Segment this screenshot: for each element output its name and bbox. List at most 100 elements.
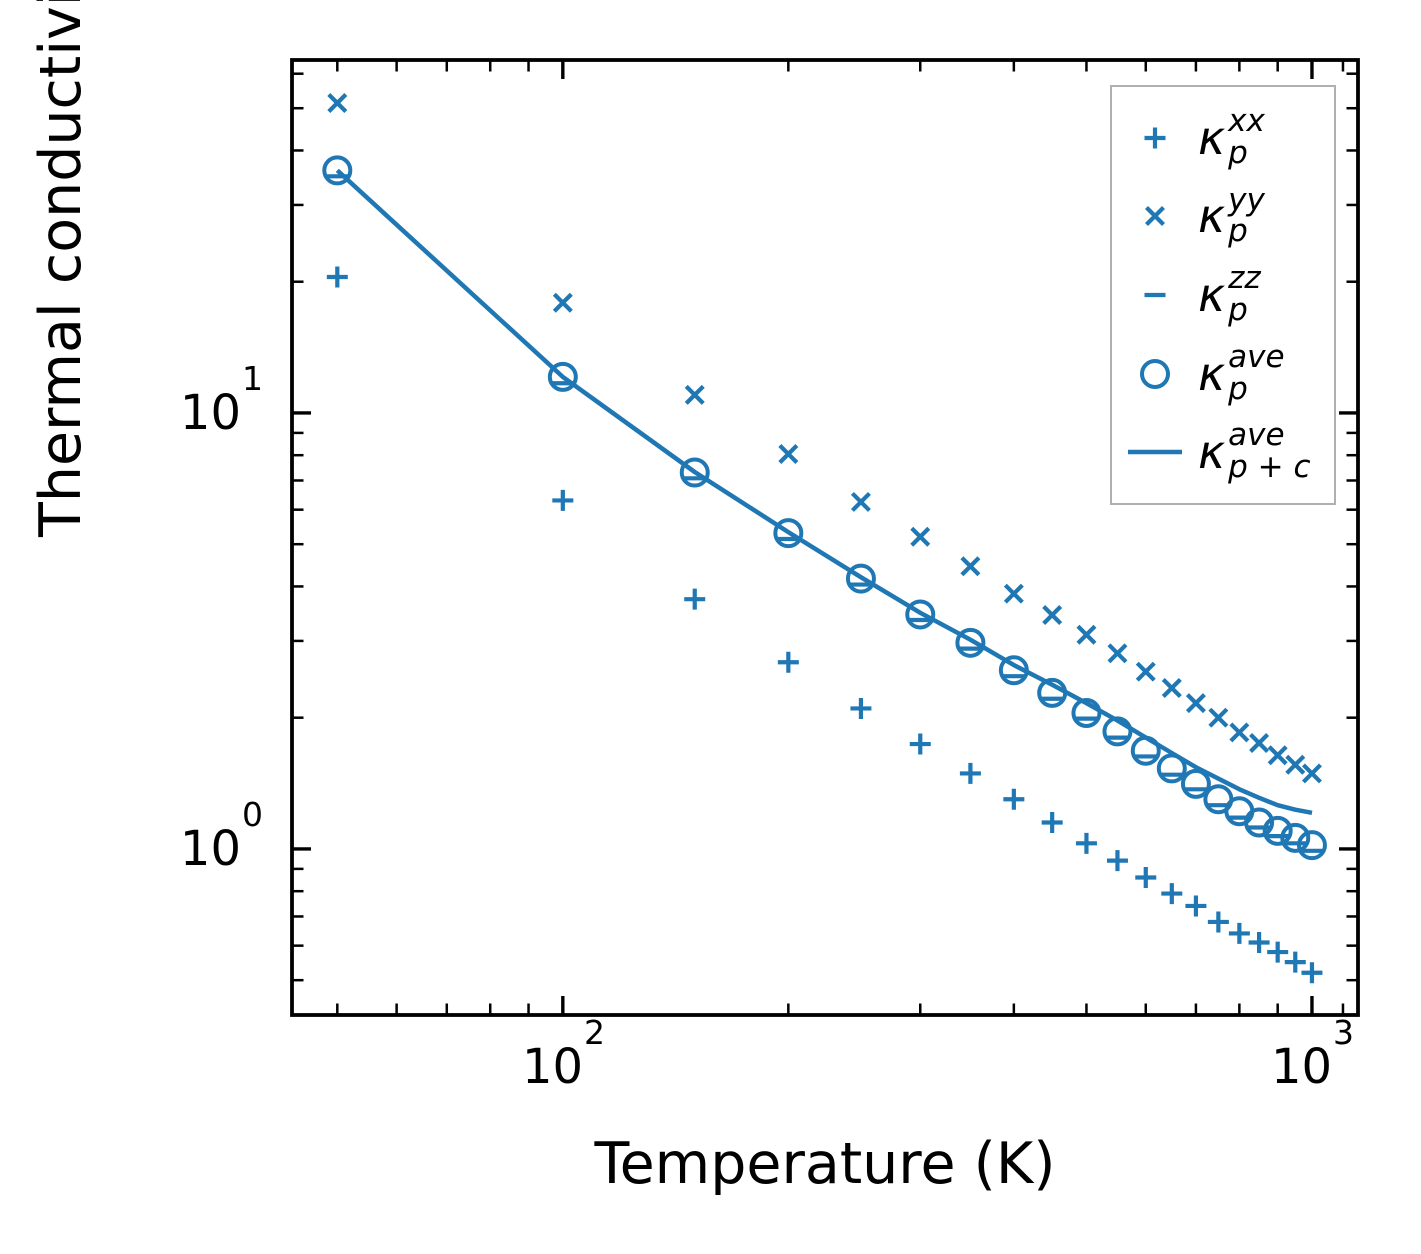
x-tick-base: 10 [521,1039,584,1095]
plus-marker [959,762,981,784]
legend-superscript: zz [1228,260,1261,297]
y-tick-base: 10 [179,385,241,441]
circle-marker [547,361,578,392]
circle-marker [1180,768,1211,799]
circle-marker [322,155,353,186]
plus-marker [1185,895,1207,917]
circle-marker [1244,807,1275,838]
legend-subscript: p [1228,213,1248,250]
kappa-symbol: κ [1198,346,1226,401]
cross-marker [1285,754,1306,775]
legend-item-kappa-xx: κ xx p [1126,106,1330,169]
y-tick-exponent: 1 [242,359,263,398]
circle-marker [773,518,804,549]
legend-item-kappa-yy: κ yy p [1126,181,1330,250]
legend-label: κ xx p [1198,106,1265,169]
kappa-p-plus-c-line [335,168,1313,816]
legend-superscript: yy [1228,181,1265,218]
cross-marker [1229,722,1250,743]
cross-marker [1145,206,1165,227]
legend-superscript: ave [1228,417,1285,454]
plus-marker [1041,811,1063,833]
cross-marker [1003,583,1024,604]
legend-plus-marker-icon [1126,115,1184,161]
cross-marker [1042,605,1063,625]
legend-subscript: p [1228,370,1248,407]
plus-marker [1135,866,1157,888]
y-tick-exponent: 0 [242,795,263,834]
plus-marker [1106,850,1128,872]
cross-marker [1135,661,1156,682]
plus-marker [1248,932,1270,954]
legend-label: κ ave p + c [1198,420,1311,483]
legend-cross-marker-icon [1126,193,1184,239]
plus-marker [1284,951,1306,973]
cross-marker [684,384,705,405]
cross-marker [910,526,931,547]
circle-marker [679,457,710,488]
x-tick-exponent: 3 [1333,1013,1355,1052]
legend-superscript: ave [1228,338,1285,375]
cross-marker [1076,624,1097,645]
cross-marker [1185,693,1206,714]
plus-marker [1301,962,1323,984]
legend-subscript: p + c [1228,449,1311,486]
x-tick-label-1000: 103 [1271,1016,1354,1091]
cross-marker [1249,732,1270,753]
circle-marker [955,627,986,658]
series-kappa_p_xx [326,266,1323,984]
legend-marker-glyph [1144,292,1166,298]
kappa-symbol: κ [1198,189,1226,244]
cross-marker [850,491,871,512]
plus-marker [326,266,348,288]
cross-marker [327,93,348,113]
cross-marker [1107,643,1128,664]
plus-marker [684,588,706,610]
circle-marker [1262,815,1293,846]
circle-marker [1280,822,1311,853]
cross-marker [1161,677,1182,698]
tick-marks [292,60,1358,1015]
legend-item-kappa-p-plus-c-ave: κ ave p + c [1126,420,1330,483]
legend-subscript: p [1228,134,1248,171]
x-tick-exponent: 2 [584,1013,606,1052]
legend-marker-glyph [1140,358,1170,389]
plus-marker [1228,922,1250,944]
plus-marker [850,697,872,719]
cross-marker [1208,707,1229,728]
plus-marker [552,489,574,511]
kappa-symbol: κ [1198,267,1226,322]
legend-hline-marker-icon [1126,272,1184,318]
legend-item-kappa-zz: κ zz p [1126,263,1330,326]
axes-spines [290,58,1360,1017]
y-tick-label-10: 101 [180,362,263,437]
circle-marker [905,599,936,630]
series-kappa_p_plus_c_ave [335,168,1313,816]
circle-marker [1296,830,1327,861]
circle-marker [845,563,876,594]
plus-marker [1003,788,1025,810]
legend-superscript: xx [1228,103,1265,140]
plus-marker [1075,832,1097,854]
plus-marker [1144,127,1166,149]
legend-label: κ zz p [1198,263,1261,326]
x-tick-base: 10 [1270,1039,1333,1095]
series-kappa_p_yy [327,93,1322,784]
legend-marker-glyph [1145,206,1165,227]
legend: κ xx p κ yy p κ zz p κ ave p κ ave p + c [1110,85,1336,505]
circle-marker [1224,796,1255,827]
legend-marker-glyph [1128,449,1182,455]
cross-marker [1301,763,1322,784]
plus-marker [1161,883,1183,905]
cross-marker [1267,745,1288,766]
y-tick-base: 10 [179,821,241,877]
circle-marker [1140,358,1170,389]
y-tick-label-1: 100 [180,798,263,873]
x-axis-label: Temperature (K) [594,1131,1056,1197]
plus-marker [1267,941,1289,963]
kappa-symbol: κ [1198,110,1226,165]
plus-marker [1207,911,1229,933]
legend-label: κ ave p [1198,338,1285,407]
